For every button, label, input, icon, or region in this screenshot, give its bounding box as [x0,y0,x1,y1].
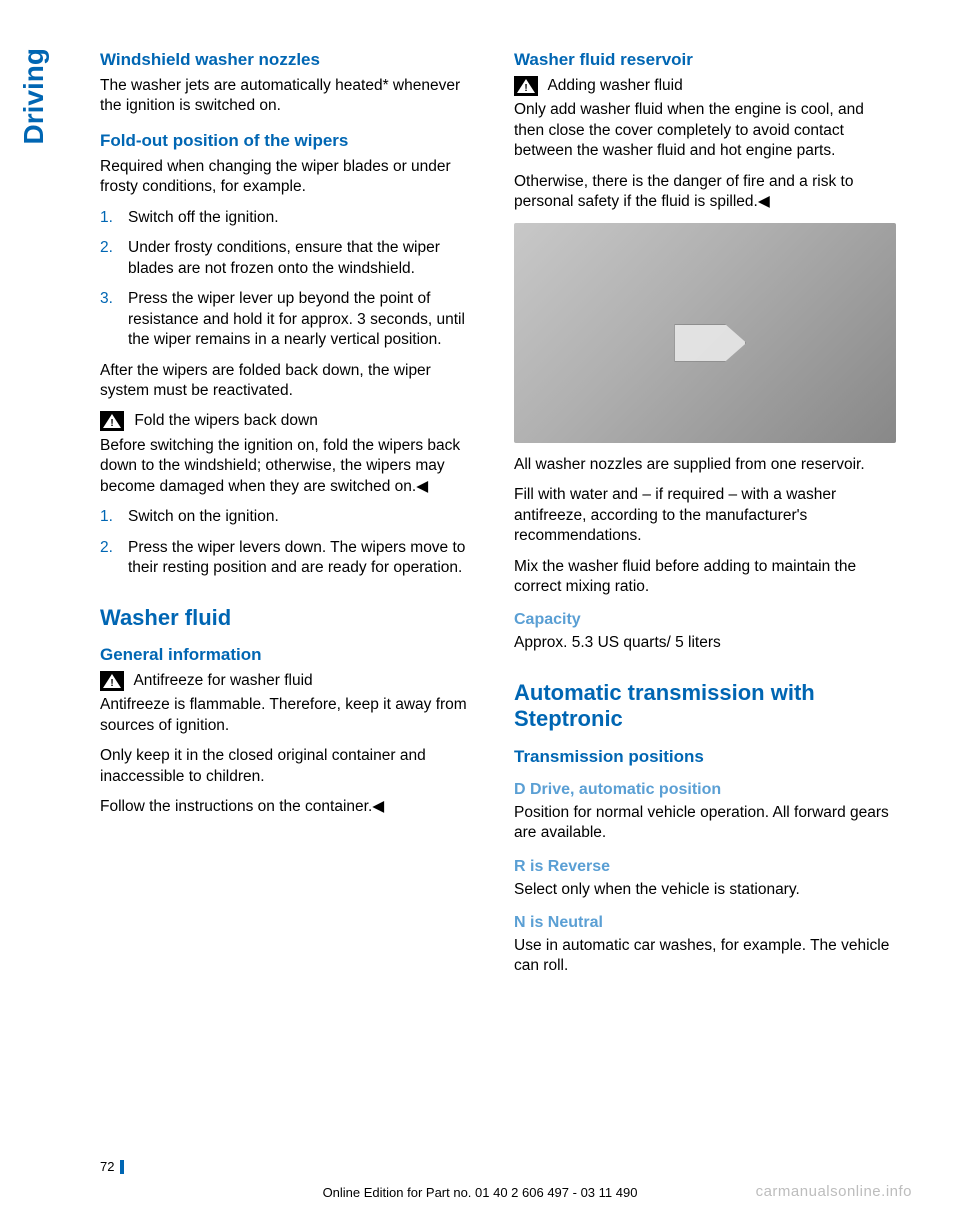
list-text: Switch on the ignition. [128,508,279,525]
list-text: Under frosty conditions, ensure that the… [128,239,440,276]
warning-text: ! Adding washer fluid [514,76,896,96]
warning-fold-back: ! Fold the wipers back down Before switc… [100,411,482,497]
heading-d-drive: D Drive, automatic position [514,781,896,799]
warning-title: Antifreeze for washer fluid [133,672,312,689]
text-mix: Mix the washer fluid before adding to ma… [514,557,896,598]
list-number: 2. [100,238,113,258]
list-text: Switch off the ignition. [128,209,279,226]
svg-text:!: ! [110,678,113,689]
text-otherwise: Otherwise, there is the danger of fire a… [514,172,896,213]
list-item: 1. Switch off the ignition. [100,208,482,228]
list-text: Press the wiper lever up beyond the poin… [128,290,465,348]
warning-icon: ! [100,411,124,431]
warning-adding-fluid: ! Adding washer fluid Only add washer fl… [514,76,896,162]
warning-title: Adding washer fluid [547,77,682,94]
warning-body: Antifreeze is flammable. Therefore, keep… [100,695,482,736]
warning-text: ! Fold the wipers back down [100,411,482,431]
text-foldout: Required when changing the wiper blades … [100,157,482,198]
list-number: 3. [100,289,113,309]
reservoir-image [514,223,896,443]
text-after-fold: After the wipers are folded back down, t… [100,361,482,402]
warning-body: Only add washer fluid when the engine is… [514,100,896,161]
text-capacity: Approx. 5.3 US quarts/ 5 liters [514,633,896,653]
text-d-drive: Position for normal vehicle operation. A… [514,803,896,844]
watermark: carmanualsonline.info [756,1183,912,1200]
heading-r-reverse: R is Reverse [514,858,896,876]
warning-antifreeze: ! Antifreeze for washer fluid Antifreeze… [100,671,482,736]
page-number-bar [120,1160,124,1174]
list-number: 1. [100,208,113,228]
heading-capacity: Capacity [514,611,896,629]
right-column: Washer fluid reservoir ! Adding washer f… [514,50,896,987]
left-column: Windshield washer nozzles The washer jet… [100,50,482,987]
warning-title: Fold the wipers back down [134,412,318,429]
list-number: 2. [100,538,113,558]
page: Driving Windshield washer nozzles The wa… [0,0,960,1222]
text-n-neutral: Use in automatic car washes, for example… [514,936,896,977]
heading-reservoir: Washer fluid reservoir [514,50,896,70]
heading-automatic-transmission: Automatic transmission with Steptronic [514,680,896,733]
heading-general-info: General information [100,645,482,665]
text-keep-container: Only keep it in the closed original cont… [100,746,482,787]
list-item: 2. Under frosty conditions, ensure that t… [100,238,482,279]
list-item: 1. Switch on the ignition. [100,507,482,527]
svg-text:!: ! [524,83,527,94]
list-foldout-steps: 1. Switch off the ignition. 2. Under frost… [100,208,482,351]
heading-washer-fluid: Washer fluid [100,605,482,631]
page-number-block: 72 [0,1159,960,1174]
content-columns: Windshield washer nozzles The washer jet… [100,50,912,987]
list-number: 1. [100,507,113,527]
text-nozzles: The washer jets are automatically heated… [100,76,482,117]
list-text: Press the wiper levers down. The wipers … [128,539,465,576]
text-fill: Fill with water and – if required – with… [514,485,896,546]
warning-body: Before switching the ignition on, fold t… [100,436,482,497]
text-r-reverse: Select only when the vehicle is stationa… [514,880,896,900]
list-reactivate-steps: 1. Switch on the ignition. 2. Press the wi… [100,507,482,578]
warning-icon: ! [514,76,538,96]
heading-windshield-nozzles: Windshield washer nozzles [100,50,482,70]
text-all-nozzles: All washer nozzles are supplied from one… [514,455,896,475]
heading-n-neutral: N is Neutral [514,914,896,932]
warning-text: ! Antifreeze for washer fluid [100,671,482,691]
svg-text:!: ! [110,418,113,429]
warning-icon: ! [100,671,124,691]
page-number: 72 [100,1159,114,1174]
side-label-driving: Driving [18,48,50,144]
heading-foldout: Fold-out position of the wipers [100,131,482,151]
list-item: 2. Press the wiper levers down. The wiper… [100,538,482,579]
heading-transmission-positions: Transmission positions [514,747,896,767]
list-item: 3. Press the wiper lever up beyond the po… [100,289,482,350]
text-follow-instructions: Follow the instructions on the container… [100,797,482,817]
